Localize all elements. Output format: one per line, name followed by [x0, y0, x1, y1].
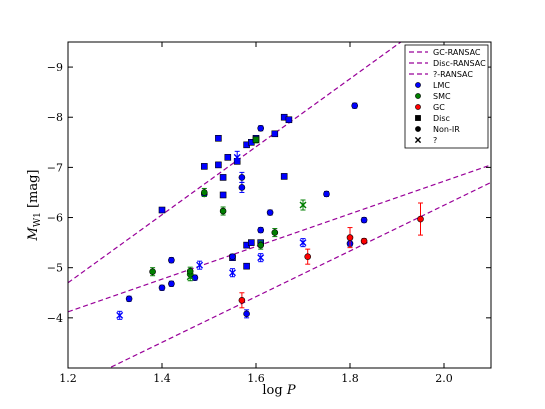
- point-lmc-square: [248, 239, 255, 246]
- svg-text:SMC: SMC: [433, 92, 451, 101]
- svg-text:GC: GC: [433, 103, 445, 112]
- legend-item: SMC: [415, 92, 451, 101]
- point-lmc-square: [158, 206, 166, 214]
- legend-item: Disc-RANSAC: [409, 59, 486, 68]
- fit-line-disc-ransac: [68, 164, 491, 313]
- y-tick-label: −6: [47, 212, 63, 225]
- point-smc-circle: [149, 267, 156, 277]
- y-tick-label: −8: [47, 111, 63, 124]
- point-lmc-square: [243, 262, 250, 270]
- point-gc-circle: [360, 237, 368, 245]
- point-lmc-square: [219, 191, 227, 199]
- point-smc-circle: [257, 240, 265, 250]
- point-lmc-cross: [196, 260, 204, 270]
- axis-ticks: 1.2 1.4 1.6 1.8 2.0 −4 −5 −6 −7 −8 −9: [47, 42, 491, 385]
- legend: GC-RANSAC Disc-RANSAC ?-RANSAC LMC SMC GC Disc…: [404, 44, 489, 149]
- y-tick-label: −4: [47, 312, 63, 325]
- fit-line--ransac: [107, 181, 491, 368]
- svg-text:LMC: LMC: [433, 81, 450, 90]
- point-lmc-circle: [229, 253, 236, 260]
- legend-item: ?: [414, 136, 437, 145]
- x-tick-label: 1.4: [153, 372, 171, 385]
- point-lmc-square: [215, 134, 222, 142]
- svg-text:?: ?: [433, 136, 437, 145]
- point-lmc-cross: [116, 310, 124, 320]
- point-gc-circle: [346, 227, 354, 249]
- legend-item: GC: [415, 103, 445, 112]
- svg-text:?-RANSAC: ?-RANSAC: [433, 70, 473, 79]
- legend-item: Non-IR: [415, 125, 460, 134]
- point-lmc-circle: [168, 256, 175, 264]
- point-lmc-circle: [125, 295, 133, 303]
- point-lmc-square: [219, 174, 227, 181]
- point-lmc-circle: [351, 102, 359, 109]
- point-smc-cross: [299, 199, 307, 211]
- point-lmc-circle: [360, 216, 368, 224]
- svg-text:Non-IR: Non-IR: [433, 125, 460, 134]
- point-smc-circle: [271, 228, 279, 238]
- point-lmc-circle: [158, 284, 166, 292]
- svg-text:Disc-RANSAC: Disc-RANSAC: [433, 59, 486, 68]
- y-tick-label: −5: [47, 262, 63, 275]
- point-smc-circle: [201, 187, 208, 197]
- y-axis-label: MW1 [mag]: [26, 170, 43, 242]
- point-gc-circle: [304, 248, 312, 265]
- point-lmc-square: [271, 130, 279, 138]
- point-lmc-circle: [168, 280, 175, 288]
- point-lmc-circle: [257, 226, 265, 234]
- legend-item: ?-RANSAC: [409, 70, 473, 79]
- point-lmc-circle: [266, 209, 274, 216]
- point-lmc-cross: [233, 150, 241, 164]
- point-lmc-circle: [323, 190, 330, 198]
- point-lmc-square: [243, 241, 250, 249]
- point-lmc-square: [215, 161, 222, 169]
- legend-item: LMC: [415, 81, 450, 90]
- x-tick-label: 1.8: [341, 372, 359, 385]
- point-lmc-circle: [257, 124, 265, 132]
- point-smc-cross: [186, 272, 194, 282]
- y-tick-label: −7: [47, 161, 63, 174]
- legend-item: GC-RANSAC: [409, 48, 481, 57]
- point-lmc-circle: [238, 171, 246, 183]
- x-tick-label: 1.6: [247, 372, 265, 385]
- point-smc-circle: [219, 206, 227, 216]
- point-gc-circle: [238, 292, 246, 309]
- point-lmc-square: [280, 113, 288, 121]
- svg-text:Disc: Disc: [433, 114, 450, 123]
- y-tick-label: −9: [47, 61, 63, 74]
- point-lmc-circle: [238, 181, 246, 193]
- point-smc-square: [252, 136, 260, 144]
- point-lmc-square: [201, 163, 208, 170]
- plot-frame: [67, 41, 492, 369]
- fit-lines: [68, 42, 491, 368]
- point-lmc-square: [280, 173, 288, 180]
- x-axis-label: log P: [262, 383, 295, 398]
- point-lmc-circle: [243, 309, 250, 319]
- legend-item: Disc: [415, 114, 450, 123]
- point-lmc-cross: [299, 238, 307, 248]
- x-tick-label: 2.0: [435, 372, 453, 385]
- svg-text:GC-RANSAC: GC-RANSAC: [433, 48, 481, 57]
- x-tick-label: 1.2: [59, 372, 77, 385]
- point-lmc-cross: [257, 253, 265, 263]
- point-lmc-cross: [229, 268, 236, 278]
- point-lmc-square: [224, 154, 232, 161]
- data-points: [116, 102, 424, 320]
- point-gc-circle: [417, 202, 424, 236]
- point-lmc-square: [285, 116, 293, 124]
